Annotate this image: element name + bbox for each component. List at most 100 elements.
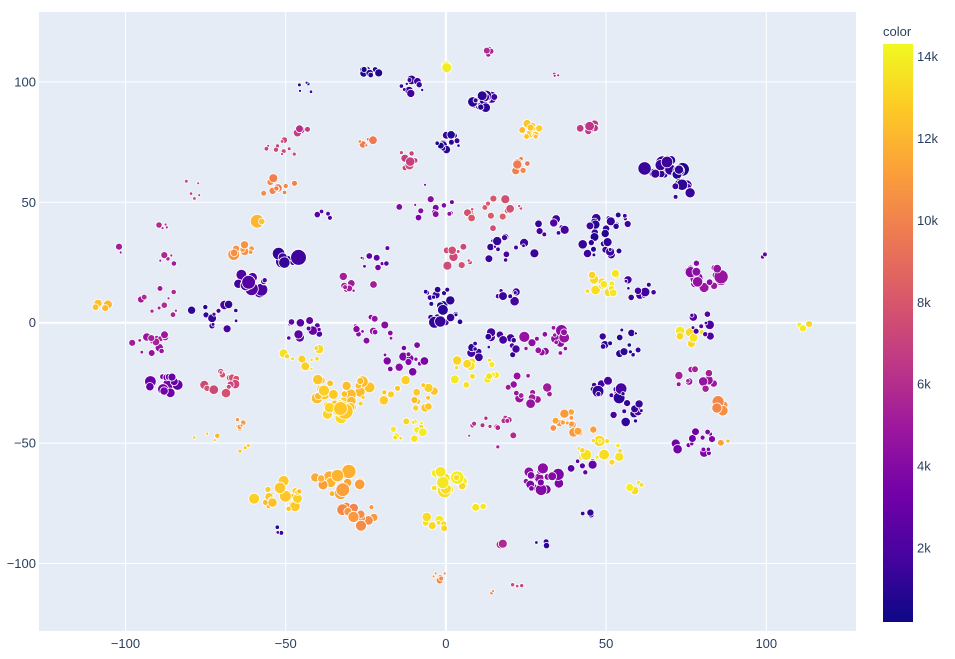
scatter-point [382,352,388,358]
scatter-point [273,185,280,192]
scatter-point [456,143,461,148]
scatter-point [502,250,511,258]
scatter-point [410,420,416,425]
scatter-point [510,582,516,588]
scatter-point [587,459,598,470]
scatter-point [304,126,311,133]
scatter-point [398,83,404,89]
scatter-point [436,475,450,490]
colorbar-tick-label: 8k [917,295,931,310]
scatter-point [428,301,435,307]
scatter-point [434,315,447,328]
scatter-point [258,217,266,226]
scatter-point [671,182,680,191]
scatter-point [360,66,368,73]
scatter-point [479,502,487,510]
colorbar-title: color [883,24,912,39]
scatter-point [423,382,434,393]
scatter-point [486,344,491,350]
scatter-point [220,387,232,399]
scatter-point [433,285,442,294]
scatter-point [400,374,411,386]
scatter-point [623,278,629,284]
scatter-point [278,256,291,269]
scatter-point [451,355,463,366]
scatter-point [160,226,165,231]
scatter-point [305,316,314,325]
scatter-point [431,574,436,579]
scatter-point [309,366,314,371]
scatter-point [525,373,531,379]
scatter-point [360,394,366,400]
scatter-point [187,305,197,315]
x-tick-label: 0 [442,636,449,651]
scatter-point [426,195,435,204]
scatter-point [413,341,421,349]
scatter-point [582,469,589,476]
scatter-point [798,324,807,333]
scatter-point [566,464,576,473]
scatter-point [702,331,709,338]
scatter-point [196,181,201,186]
scatter-point [445,312,456,323]
scatter-point [325,210,331,217]
scatter-point [402,417,411,426]
scatter-point [224,299,234,309]
scatter-point [688,434,697,443]
scatter-point [145,382,155,392]
scatter-point [166,296,171,301]
colorbar-tick-label: 6k [917,377,931,392]
scatter-point [287,318,296,326]
scatter-point [357,139,363,144]
scatter-point [197,193,202,198]
scatter-point [263,146,270,152]
scatter-point [599,343,607,350]
scatter-point [551,416,560,425]
scatter-point [438,575,445,582]
scatter-point [297,82,302,88]
scatter-point [562,345,569,352]
scatter-point [330,468,345,483]
scatter-point [498,291,508,301]
scatter-point [494,424,501,431]
scatter-point [412,388,421,397]
scatter-point [433,571,438,576]
scatter-point [616,333,624,342]
scatter-point [609,410,618,419]
scatter-point [574,458,581,464]
scatter-point [362,264,367,269]
scatter-point [472,97,479,104]
scatter-point [620,391,626,397]
scatter-point [698,323,704,330]
colorbar-tick-label: 4k [917,459,931,474]
scatter-point [410,396,419,404]
scatter-point [600,228,610,238]
scatter-point [434,465,447,478]
scatter-point [628,349,633,355]
scatter-point [476,90,488,101]
scatter-point [431,484,438,492]
y-tick-label: −100 [7,556,36,571]
scatter-point [513,389,520,397]
scatter-point [615,442,621,449]
scatter-point [528,485,535,492]
colorbar-gradient [883,44,913,622]
scatter-point [704,369,714,378]
scatter-point [395,203,403,211]
scatter-point [173,308,178,313]
scatter-point [164,225,169,230]
scatter-point [703,320,709,326]
scatter-point [517,204,522,209]
scatter-point [431,210,440,218]
scatter-point [623,220,632,228]
scatter-point [607,340,613,347]
scatter-point [617,448,623,454]
scatter-point [552,73,557,78]
scatter-point [398,150,404,156]
scatter-point [367,71,374,79]
scatter-point [415,81,423,89]
scatter-point [573,426,583,436]
scatter-point [529,248,540,259]
scatter-point [356,377,365,385]
scatter-point [296,488,303,495]
